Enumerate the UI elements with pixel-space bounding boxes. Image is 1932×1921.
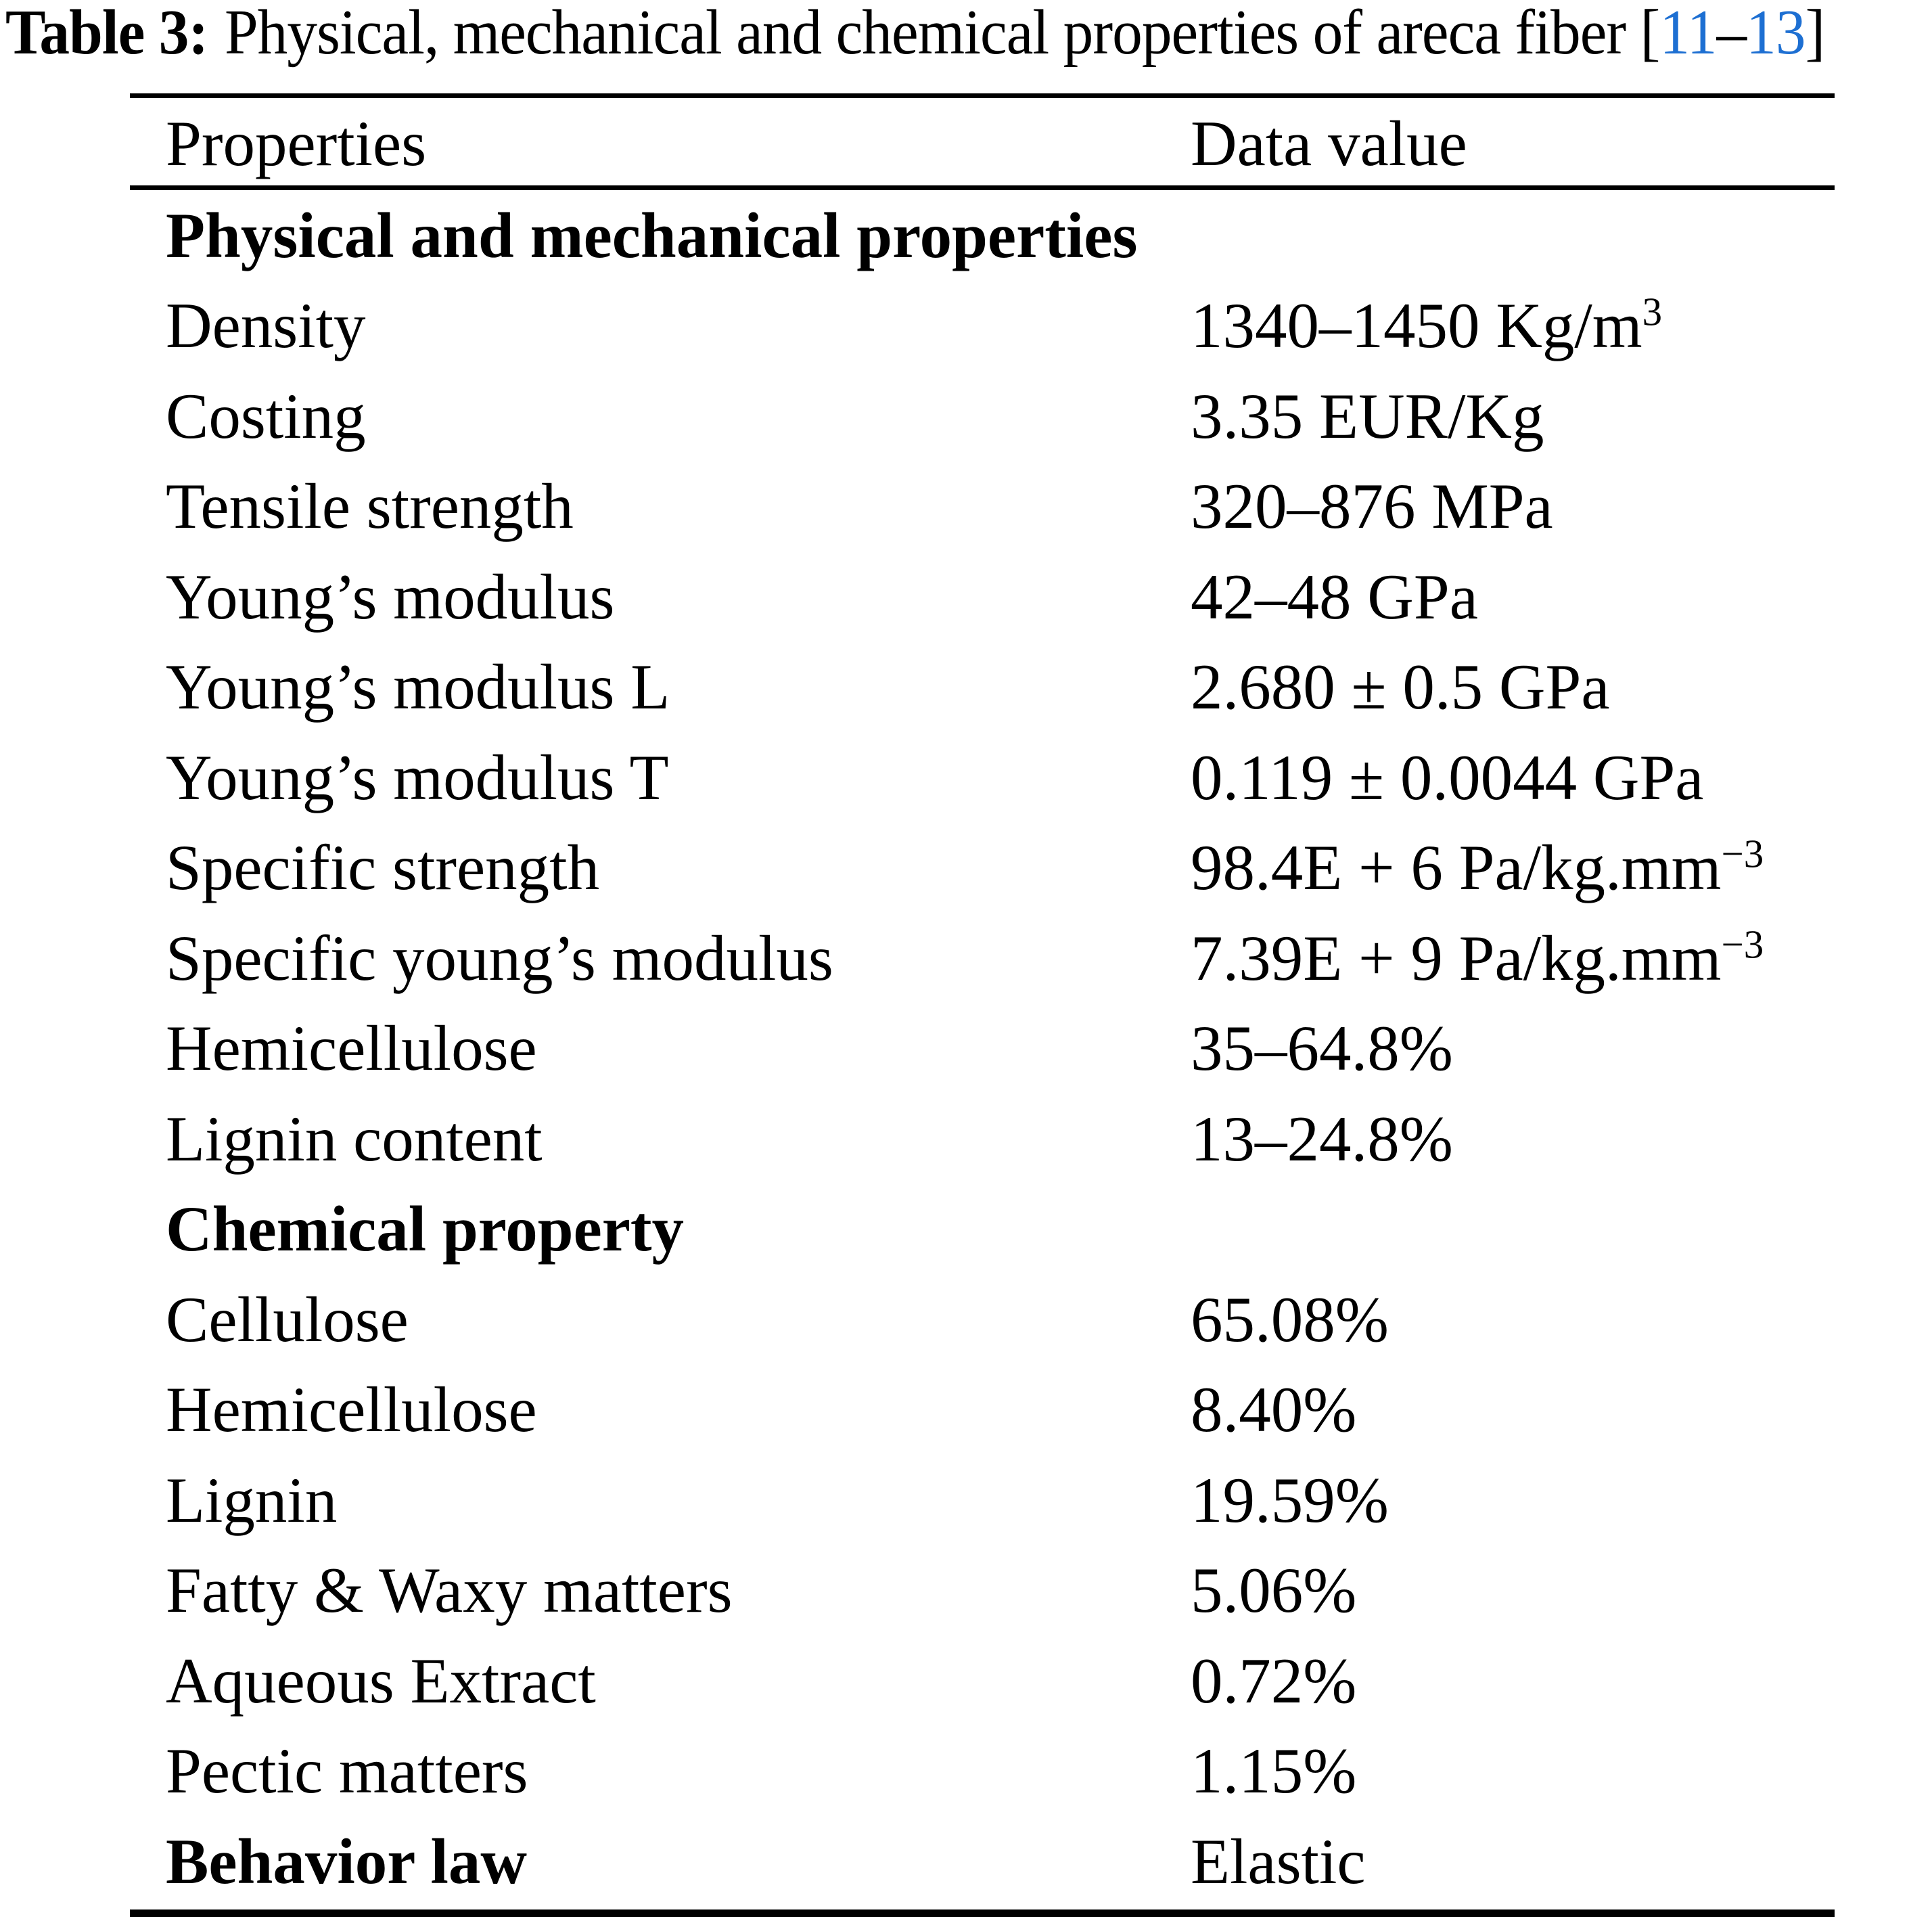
table-row-section-chemical-property: Chemical property [166, 1184, 1830, 1275]
table-row-youngs-modulus-t: Young’s modulus T 0.119 ± 0.0044 GPa [166, 732, 1830, 823]
table-header-row: Properties Data value [166, 101, 1830, 185]
value-cell: 65.08% [1191, 1283, 1389, 1355]
value-cell: 35–64.8% [1191, 1012, 1453, 1085]
value-cell: 42–48 GPa [1191, 560, 1478, 633]
property-cell: Young’s modulus [166, 560, 615, 633]
property-cell: Specific young’s modulus [166, 922, 833, 994]
table-row-youngs-modulus-l: Young’s modulus L 2.680 ± 0.5 GPa [166, 642, 1830, 733]
property-cell: Density [166, 290, 366, 362]
value-text: 7.39E + 9 Pa/kg.mm [1191, 922, 1722, 994]
value-cell: 0.119 ± 0.0044 GPa [1191, 741, 1704, 813]
column-header-properties: Properties [166, 108, 427, 179]
property-cell: Chemical property [166, 1193, 685, 1265]
value-text: 1340–1450 Kg/m [1191, 290, 1642, 362]
table-row-hemicellulose: Hemicellulose 35–64.8% [166, 1003, 1830, 1094]
value-cell: 13–24.8% [1191, 1102, 1453, 1175]
property-cell: Young’s modulus L [166, 651, 670, 723]
table-row-cellulose: Cellulose 65.08% [166, 1274, 1830, 1365]
column-header-data-value: Data value [1191, 108, 1467, 179]
value-superscript: 3 [1642, 290, 1663, 334]
value-cell: 98.4E + 6 Pa/kg.mm−3 [1191, 830, 1830, 905]
table-caption-text: Physical, mechanical and chemical proper… [224, 0, 1640, 68]
table-row-pectic-matters: Pectic matters 1.15% [166, 1726, 1830, 1817]
value-superscript: −3 [1721, 922, 1764, 967]
value-cell: 2.680 ± 0.5 GPa [1191, 651, 1610, 723]
table-body: Physical and mechanical properties Densi… [166, 190, 1830, 1907]
table-row-specific-youngs-modulus: Specific young’s modulus 7.39E + 9 Pa/kg… [166, 913, 1830, 1003]
citation-bracket-open: [ [1640, 0, 1661, 68]
table-caption: Table 3: Physical, mechanical and chemica… [5, 0, 1826, 69]
value-cell: 19.59% [1191, 1464, 1389, 1536]
value-text: 98.4E + 6 Pa/kg.mm [1191, 832, 1722, 904]
value-cell: 320–876 MPa [1191, 470, 1553, 543]
table-row-section-physical-mechanical: Physical and mechanical properties [166, 190, 1830, 281]
property-cell: Aqueous Extract [166, 1644, 596, 1717]
table-row-fatty-waxy-matters: Fatty & Waxy matters 5.06% [166, 1545, 1830, 1636]
value-cell: 1340–1450 Kg/m3 [1191, 288, 1830, 363]
table-row-specific-strength: Specific strength 98.4E + 6 Pa/kg.mm−3 [166, 823, 1830, 913]
property-cell: Hemicellulose [166, 1374, 537, 1446]
property-cell: Costing [166, 380, 366, 452]
property-cell: Pectic matters [166, 1735, 528, 1807]
property-cell: Specific strength [166, 832, 600, 904]
table-row-hemicellulose-2: Hemicellulose 8.40% [166, 1365, 1830, 1455]
table-caption-label: Table 3: [5, 0, 208, 68]
table-top-rule [130, 93, 1835, 98]
table-row-behavior-law: Behavior law Elastic [166, 1816, 1830, 1907]
table-row-costing: Costing 3.35 EUR/Kg [166, 371, 1830, 461]
table-row-lignin: Lignin 19.59% [166, 1455, 1830, 1545]
value-cell: 7.39E + 9 Pa/kg.mm−3 [1191, 921, 1830, 995]
table-row-density: Density 1340–1450 Kg/m3 [166, 281, 1830, 371]
property-cell: Fatty & Waxy matters [166, 1554, 733, 1627]
property-cell: Young’s modulus T [166, 741, 669, 813]
property-cell: Tensile strength [166, 470, 574, 543]
property-cell: Lignin content [166, 1102, 543, 1175]
citation-bracket-close: ] [1805, 0, 1826, 68]
table-row-tensile-strength: Tensile strength 320–876 MPa [166, 461, 1830, 552]
table-row-lignin-content: Lignin content 13–24.8% [166, 1093, 1830, 1184]
value-cell: 8.40% [1191, 1374, 1357, 1446]
citation-link-start[interactable]: 11 [1659, 0, 1717, 68]
value-cell: 5.06% [1191, 1554, 1357, 1627]
table-header-rule [130, 185, 1835, 190]
value-cell: 0.72% [1191, 1644, 1357, 1717]
table-row-aqueous-extract: Aqueous Extract 0.72% [166, 1635, 1830, 1726]
citation-dash: – [1716, 0, 1747, 68]
value-superscript: −3 [1721, 832, 1764, 876]
property-cell: Cellulose [166, 1283, 409, 1355]
citation-link-end[interactable]: 13 [1746, 0, 1806, 68]
property-cell: Behavior law [166, 1825, 527, 1897]
table-bottom-rule [130, 1909, 1835, 1917]
property-cell: Lignin [166, 1464, 338, 1536]
value-cell: Elastic [1191, 1825, 1366, 1897]
table-row-youngs-modulus: Young’s modulus 42–48 GPa [166, 551, 1830, 642]
value-cell: 1.15% [1191, 1735, 1357, 1807]
value-cell: 3.35 EUR/Kg [1191, 380, 1544, 452]
property-cell: Hemicellulose [166, 1012, 537, 1085]
property-cell: Physical and mechanical properties [166, 199, 1138, 271]
